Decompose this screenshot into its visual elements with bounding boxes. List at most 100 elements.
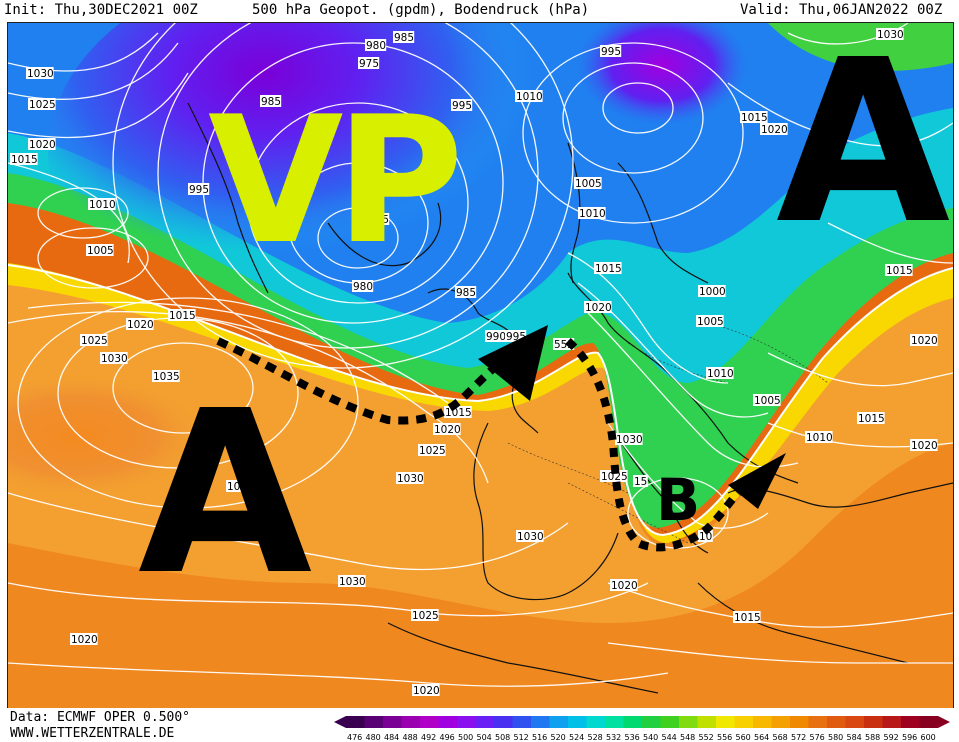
isobar-label-bg [753, 394, 781, 406]
trough-path-dotted-b [565, 338, 741, 552]
isobar-label: 985 [456, 287, 476, 299]
isobar-label: 990 [486, 331, 506, 343]
legend-value: 484 [384, 733, 399, 742]
isobar-label: 985 [261, 96, 281, 108]
isobar-label: 1025 [412, 610, 439, 622]
isobar-label-bg [876, 28, 904, 40]
isobar-label-bg [126, 318, 154, 330]
legend-swatch [734, 716, 753, 728]
legend-swatch [438, 716, 457, 728]
isobar-label: 1030 [27, 68, 54, 80]
legend-swatch [420, 716, 439, 728]
isobar-label-bg [516, 530, 544, 542]
legend-swatch [642, 716, 661, 728]
legend-value: 528 [588, 733, 603, 742]
isobar-label: 1025 [81, 335, 108, 347]
isobar-label-bg [411, 609, 439, 621]
isobar-label-bg [594, 262, 622, 274]
isobar-label: 995 [452, 100, 472, 112]
legend-swatch [457, 716, 476, 728]
isobar-label-bg [226, 480, 241, 492]
isobar-label-bg [615, 433, 643, 445]
northeast-green [768, 23, 953, 71]
isobar-label-bg [633, 475, 648, 487]
isobar-label: 1025 [29, 99, 56, 111]
isobar-label-bg [600, 470, 628, 482]
yellow-band [8, 263, 953, 543]
isobar-label: 1020 [127, 319, 154, 331]
isobar-label: 1020 [585, 302, 612, 314]
website: WWW.WETTERZENTRALE.DE [10, 726, 175, 741]
legend-value: 588 [865, 733, 880, 742]
legend-value: 504 [477, 733, 492, 742]
legend-value: 552 [699, 733, 714, 742]
legend-swatch [771, 716, 790, 728]
isobar-label-bg [706, 367, 734, 379]
isobar-label-bg [368, 213, 390, 225]
isobar-label-bg [433, 423, 461, 435]
legend-swatch [549, 716, 568, 728]
legend-swatch [568, 716, 587, 728]
jet-path-dotted-west [216, 337, 516, 425]
isobar-label-bg [760, 123, 788, 135]
isobar-label-bg [358, 57, 380, 69]
legend-value: 600 [921, 733, 936, 742]
label-vp: VP [208, 80, 457, 283]
isobar-label: 1020 [611, 580, 638, 592]
isobar-label: 1020 [911, 440, 938, 452]
isobar-label: 1010 [516, 91, 543, 103]
legend-value: 568 [773, 733, 788, 742]
isobar-label: 1015 [734, 612, 761, 624]
isobar-label-bg [338, 575, 366, 587]
isobar-label-bg [451, 99, 473, 111]
isobar-label: 1020 [761, 124, 788, 136]
isobar-label-bg [698, 285, 726, 297]
subtropical-high-west [8, 323, 388, 505]
legend-swatch [531, 716, 550, 728]
legend-value: 476 [347, 733, 362, 742]
legend-value: 488 [403, 733, 418, 742]
legend-swatch [901, 716, 920, 728]
isobar-label-bg [260, 95, 282, 107]
legend-swatch [679, 716, 698, 728]
isobar-label: 10 [699, 531, 712, 543]
legend-value: 496 [440, 733, 455, 742]
isobar-label: 1020 [413, 685, 440, 697]
legend-value: 544 [662, 733, 677, 742]
init-time: Init: Thu,30DEC2021 00Z [4, 2, 198, 18]
light-orange-band [8, 278, 953, 623]
isobar-label: 1020 [71, 634, 98, 646]
legend-value: 548 [680, 733, 695, 742]
isobar-label: 1010 [707, 368, 734, 380]
isobar-label: 995 [601, 46, 621, 58]
legend-swatch [494, 716, 513, 728]
isobar-label-bg [80, 334, 108, 346]
map-title: 500 hPa Geopot. (gpdm), Bodendruck (hPa) [252, 2, 590, 18]
legend-value: 516 [532, 733, 547, 742]
legend-value: 596 [902, 733, 917, 742]
isobar-label-bg [352, 280, 374, 292]
legend-swatch [623, 716, 642, 728]
map-footer: Data: ECMWF OPER 0.500° WWW.WETTERZENTRA… [0, 708, 959, 742]
trough-arrow-b [728, 453, 786, 509]
isobar-label: 975 [359, 58, 379, 70]
legend-swatch [346, 716, 365, 728]
legend-swatch [475, 716, 494, 728]
legend-swatch [605, 716, 624, 728]
legend-swatch [919, 716, 938, 728]
isobar-label: 1015 [595, 263, 622, 275]
isobar-label-bg [610, 579, 638, 591]
legend-swatch [512, 716, 531, 728]
isobar-label-bg [733, 611, 761, 623]
isobar-label: 1015 [11, 154, 38, 166]
isobar-label: 1015 [741, 112, 768, 124]
legend-value: 576 [810, 733, 825, 742]
isobar-label: 1010 [89, 199, 116, 211]
isobar-label-bg [100, 352, 128, 364]
isobar-label: 1025 [419, 445, 446, 457]
legend-value: 564 [754, 733, 769, 742]
isobar-label: 1010 [806, 432, 833, 444]
isobar-label-bg [578, 207, 606, 219]
legend-value: 540 [643, 733, 658, 742]
isobar-label-bg [412, 684, 440, 696]
